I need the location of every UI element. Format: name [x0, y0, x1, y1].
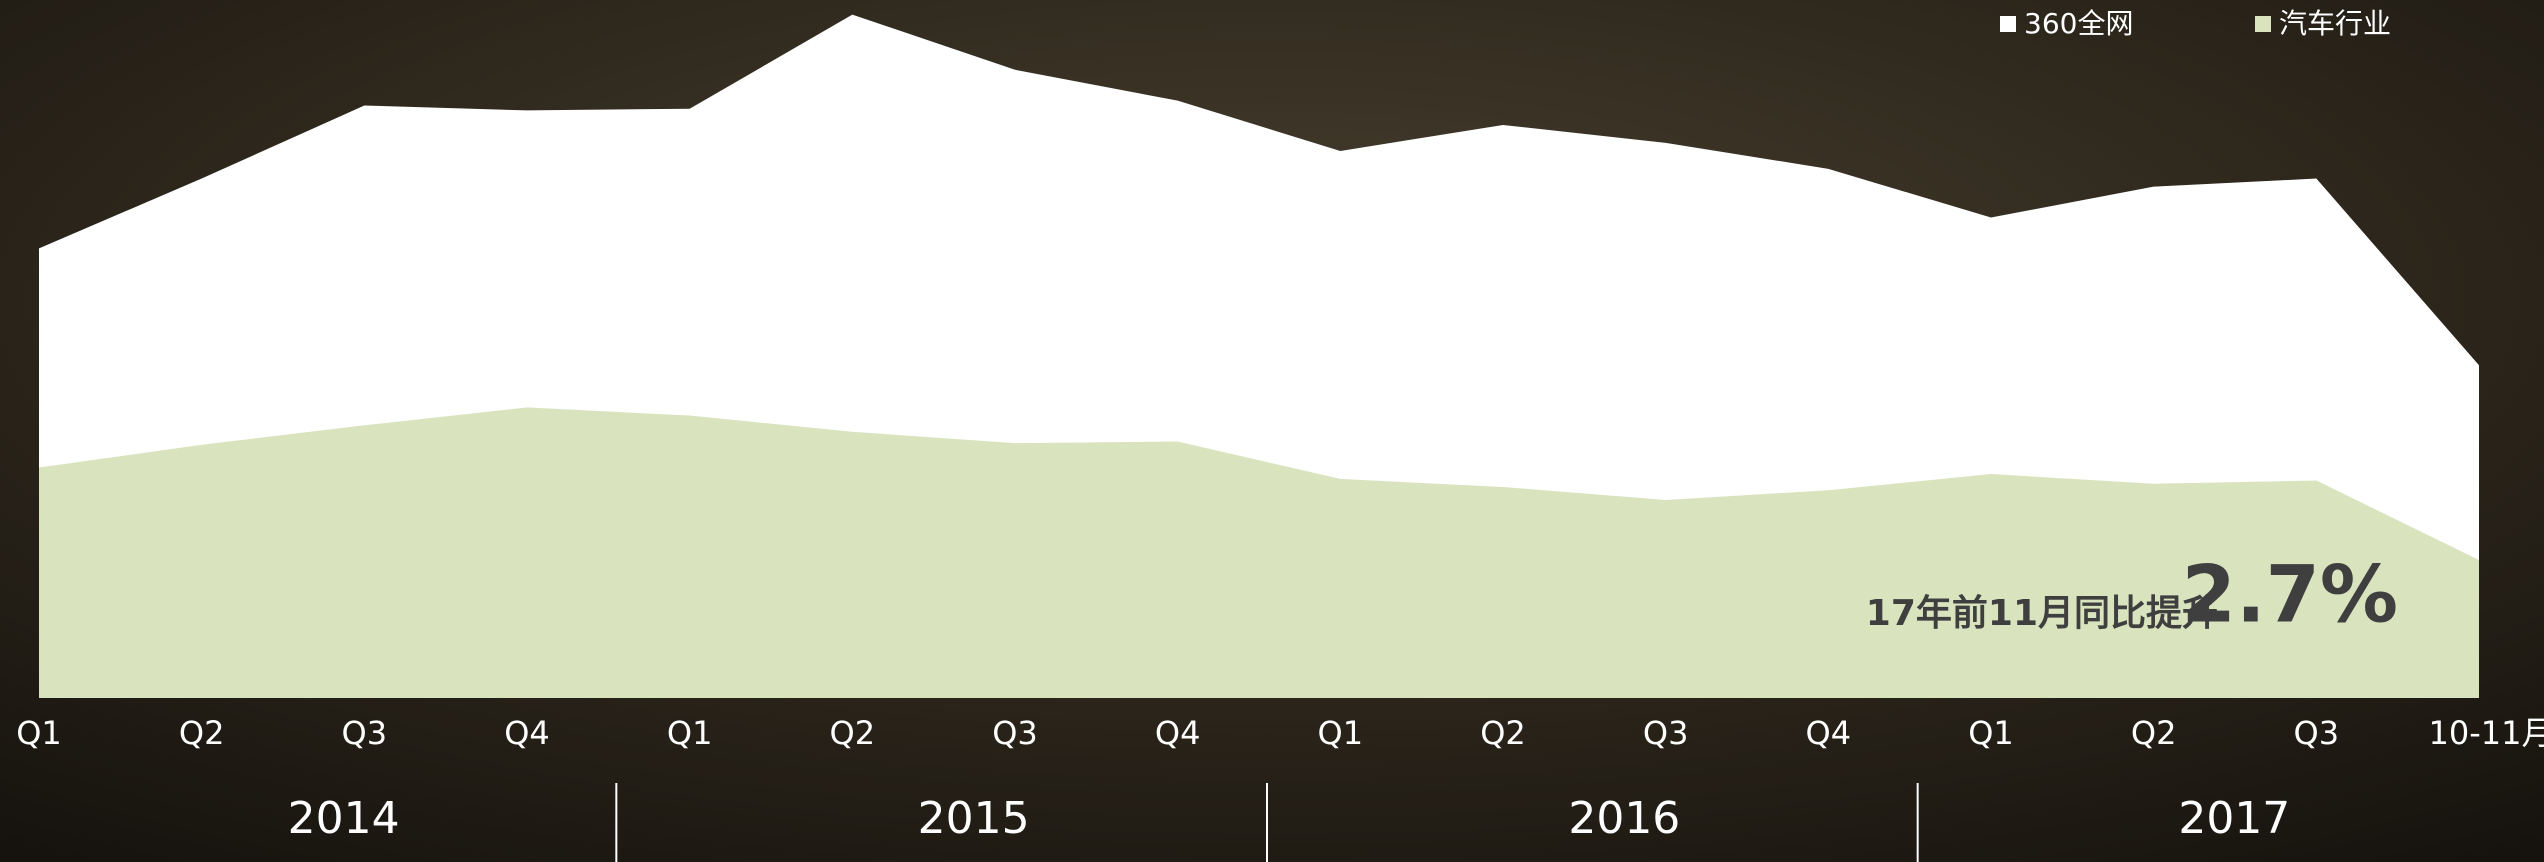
year-label: 2017	[2178, 793, 2290, 844]
legend-label: 汽车行业	[2279, 7, 2391, 40]
x-tick-label: Q2	[1480, 714, 1526, 752]
x-tick-label: Q2	[179, 714, 225, 752]
year-label: 2014	[288, 793, 400, 844]
x-tick-label: Q1	[16, 714, 62, 752]
annotation-text: 17年前11月同比提升	[1866, 593, 2218, 634]
x-tick-label: Q1	[1318, 714, 1364, 752]
x-tick-label: Q3	[342, 714, 388, 752]
x-tick-label: Q3	[992, 714, 1038, 752]
year-label: 2015	[918, 793, 1030, 844]
legend-swatch	[2000, 16, 2016, 32]
year-label: 2016	[1568, 793, 1680, 844]
x-tick-label: Q1	[667, 714, 713, 752]
x-tick-label: Q2	[830, 714, 876, 752]
annotation-value: 2.7%	[2182, 550, 2398, 640]
chart: 17年前11月同比提升 2.7% Q1 Q2 Q3 Q4 Q1 Q2 Q3 Q4 Q1 Q2 Q3 Q…	[0, 0, 2544, 862]
x-tick-label: Q3	[2294, 714, 2340, 752]
x-tick-label: 10-11月	[2429, 714, 2544, 752]
page: {"chart_data": {"type": "area", "categor…	[0, 0, 2544, 862]
legend-label: 360全网	[2024, 7, 2133, 40]
x-tick-label: Q1	[1968, 714, 2014, 752]
x-tick-label: Q2	[2131, 714, 2177, 752]
x-tick-label: Q4	[1155, 714, 1201, 752]
legend-swatch	[2255, 16, 2271, 32]
x-tick-label: Q3	[1643, 714, 1689, 752]
x-tick-label: Q4	[504, 714, 550, 752]
x-tick-label: Q4	[1806, 714, 1852, 752]
